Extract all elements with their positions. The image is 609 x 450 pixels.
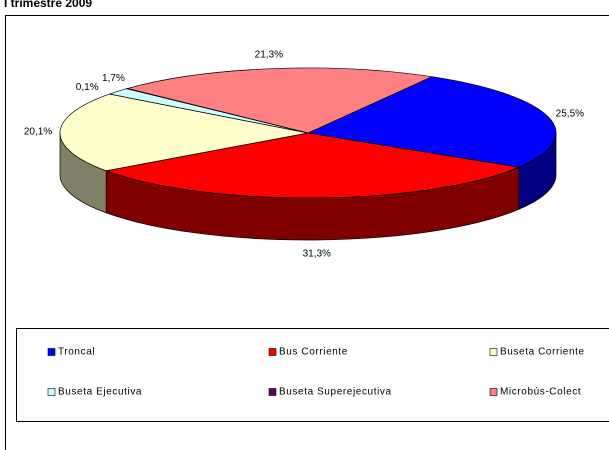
data-label: 20,1%	[24, 127, 52, 138]
legend-label: Troncal	[58, 347, 95, 358]
legend: Troncal Bus Corriente Buseta Corriente Buse…	[47, 347, 585, 398]
slice	[306, 76, 557, 168]
legend-swatch	[268, 388, 277, 396]
pie: 25,5% 31,3% 20,1% 1,7%0,1% 21,3%	[24, 49, 584, 259]
slice	[59, 93, 309, 172]
legend-label: Buseta Superejecutiva	[279, 387, 392, 398]
data-label: 0,1%	[76, 82, 99, 93]
legend-label: Buseta Ejecutiva	[58, 387, 142, 398]
legend-label: Buseta Corriente	[500, 347, 585, 358]
data-label: 1,7%	[102, 73, 125, 84]
chart-title: I trimestre 2009	[4, 0, 92, 10]
legend-label: Microbús-Colect	[500, 387, 581, 398]
legend-swatch	[268, 348, 277, 356]
data-label: 31,3%	[303, 249, 331, 260]
legend-label: Bus Corriente	[279, 347, 348, 358]
slice	[126, 67, 434, 134]
legend-frame	[16, 328, 609, 422]
legend-swatch	[489, 348, 498, 356]
data-label: 21,3%	[255, 49, 283, 60]
data-label: 25,5%	[556, 108, 584, 119]
legend-swatch	[47, 388, 56, 396]
legend-swatch	[489, 388, 498, 396]
legend-swatch	[47, 348, 56, 356]
slice	[104, 132, 521, 199]
